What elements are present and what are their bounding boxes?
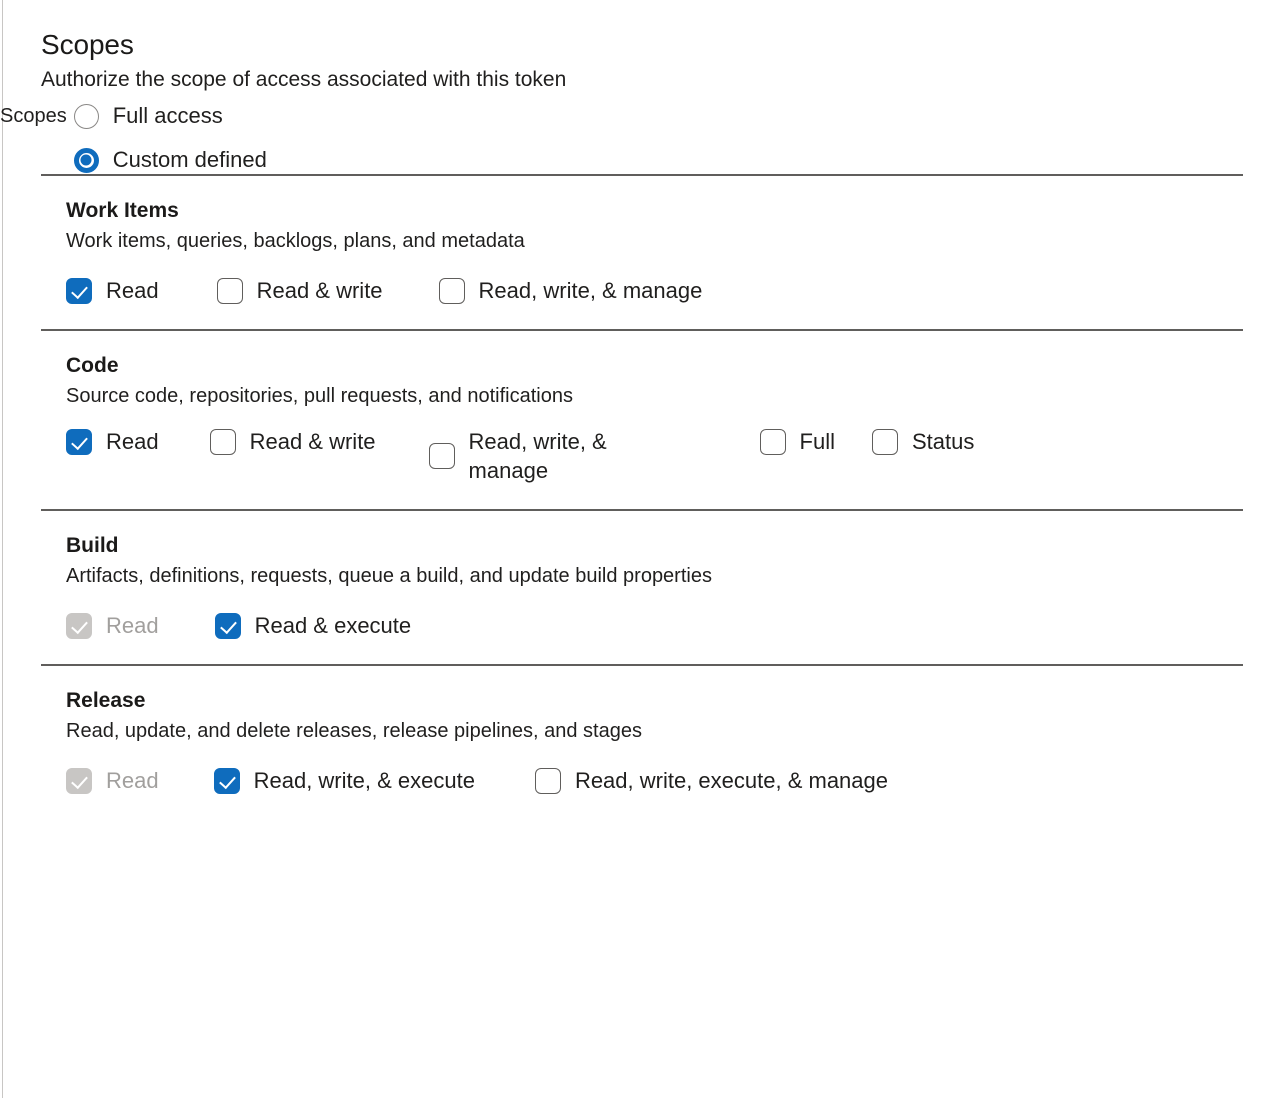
scope-checkbox-option[interactable]: Read, write, & manage xyxy=(428,427,644,485)
scope-checkbox-label: Read xyxy=(106,768,159,793)
scope-checkbox-option[interactable]: Read, write, execute, & manage xyxy=(534,766,888,795)
scope-checkbox-label: Read, write, & manage xyxy=(478,278,703,303)
scope-mode-options: Full access Custom defined xyxy=(73,98,267,174)
scope-checkbox-option: Read xyxy=(66,766,159,795)
checkbox-empty-icon[interactable] xyxy=(759,428,786,455)
scope-checkbox-label: Read & write xyxy=(256,278,383,303)
scope-section-title: Code xyxy=(66,354,119,377)
panel-left-border xyxy=(2,0,3,1098)
section-divider xyxy=(41,329,1243,331)
scope-section: Release Read, update, and delete releases… xyxy=(0,666,1282,819)
scope-section-description: Artifacts, definitions, requests, queue … xyxy=(66,565,712,587)
scope-checkbox-option[interactable]: Read xyxy=(66,427,159,456)
scope-mode-label: Scopes xyxy=(0,105,67,127)
checkbox-empty-icon[interactable] xyxy=(534,767,561,794)
scope-checkbox-option[interactable]: Read, write, & execute xyxy=(213,766,475,795)
scope-section: Code Source code, repositories, pull requ… xyxy=(0,331,1282,509)
checkbox-checked-icon[interactable] xyxy=(66,277,92,304)
scopes-page: Scopes Authorize the scope of access ass… xyxy=(0,0,1282,819)
scope-checkbox-option[interactable]: Read xyxy=(66,276,159,305)
checkbox-empty-icon[interactable] xyxy=(428,443,455,469)
scope-section-title: Release xyxy=(66,689,146,712)
page-subtitle: Authorize the scope of access associated… xyxy=(41,68,567,91)
scope-section-description: Work items, queries, backlogs, plans, an… xyxy=(66,230,525,252)
checkbox-checked-icon[interactable] xyxy=(213,767,240,794)
scope-checkbox-label: Read xyxy=(106,278,159,303)
scope-section-title: Work Items xyxy=(66,199,179,222)
scope-section: Build Artifacts, definitions, requests, q… xyxy=(0,511,1282,664)
scope-checkbox-option[interactable]: Read & execute xyxy=(214,611,412,640)
scope-checkbox-label: Read xyxy=(106,613,159,638)
scope-option-list: Read Read & write Read, write, & manage Ful… xyxy=(66,427,1282,485)
section-divider xyxy=(41,509,1243,511)
scope-checkbox-label: Read & write xyxy=(249,429,376,454)
scope-checkbox-option[interactable]: Full xyxy=(759,427,835,456)
scope-mode-radio-group: Scopes Full access Custom defined xyxy=(0,98,1282,174)
scope-checkbox-label: Read, write, & manage xyxy=(468,429,607,483)
radio-custom-defined-label: Custom defined xyxy=(112,147,267,172)
section-divider xyxy=(41,664,1243,666)
section-divider xyxy=(41,174,1243,176)
checkbox-empty-icon[interactable] xyxy=(438,277,465,304)
radio-full-access[interactable]: Full access xyxy=(73,102,267,130)
page-title: Scopes xyxy=(41,29,134,60)
radio-circle-icon[interactable] xyxy=(73,103,99,129)
scope-checkbox-label: Read xyxy=(106,429,159,454)
checkbox-empty-icon[interactable] xyxy=(209,428,236,455)
scope-checkbox-label: Read & execute xyxy=(254,613,412,638)
scope-checkbox-label: Full xyxy=(799,429,835,454)
checkbox-checked-disabled-icon xyxy=(66,612,92,639)
checkbox-checked-icon[interactable] xyxy=(66,428,92,455)
scope-checkbox-option: Read xyxy=(66,611,159,640)
scope-checkbox-option[interactable]: Read & write xyxy=(216,276,383,305)
scope-option-list: Read Read & execute xyxy=(66,611,1282,640)
scope-checkbox-label: Status xyxy=(912,429,975,454)
scope-checkbox-option[interactable]: Read, write, & manage xyxy=(438,276,703,305)
checkbox-empty-icon[interactable] xyxy=(872,428,898,455)
scope-checkbox-label: Read, write, execute, & manage xyxy=(574,768,888,793)
scope-checkbox-label: Read, write, & execute xyxy=(253,768,475,793)
scopes-header: Scopes Authorize the scope of access ass… xyxy=(0,0,1282,94)
scope-section-description: Read, update, and delete releases, relea… xyxy=(66,720,642,742)
radio-circle-selected-icon[interactable] xyxy=(73,147,99,173)
scope-section: Work Items Work items, queries, backlogs,… xyxy=(0,176,1282,329)
scope-option-list: Read Read, write, & execute Read, write, e… xyxy=(66,766,1282,795)
checkbox-checked-disabled-icon xyxy=(66,767,92,794)
scope-checkbox-option[interactable]: Status xyxy=(872,427,974,456)
radio-custom-defined[interactable]: Custom defined xyxy=(73,146,267,174)
scope-section-description: Source code, repositories, pull requests… xyxy=(66,385,573,407)
scope-sections: Work Items Work items, queries, backlogs,… xyxy=(0,174,1282,819)
radio-full-access-label: Full access xyxy=(112,103,223,128)
scope-checkbox-option[interactable]: Read & write xyxy=(209,427,376,456)
scope-option-list: Read Read & write Read, write, & manage xyxy=(66,276,1282,305)
checkbox-empty-icon[interactable] xyxy=(216,277,243,304)
scope-section-title: Build xyxy=(66,534,119,557)
checkbox-checked-icon[interactable] xyxy=(214,612,241,639)
